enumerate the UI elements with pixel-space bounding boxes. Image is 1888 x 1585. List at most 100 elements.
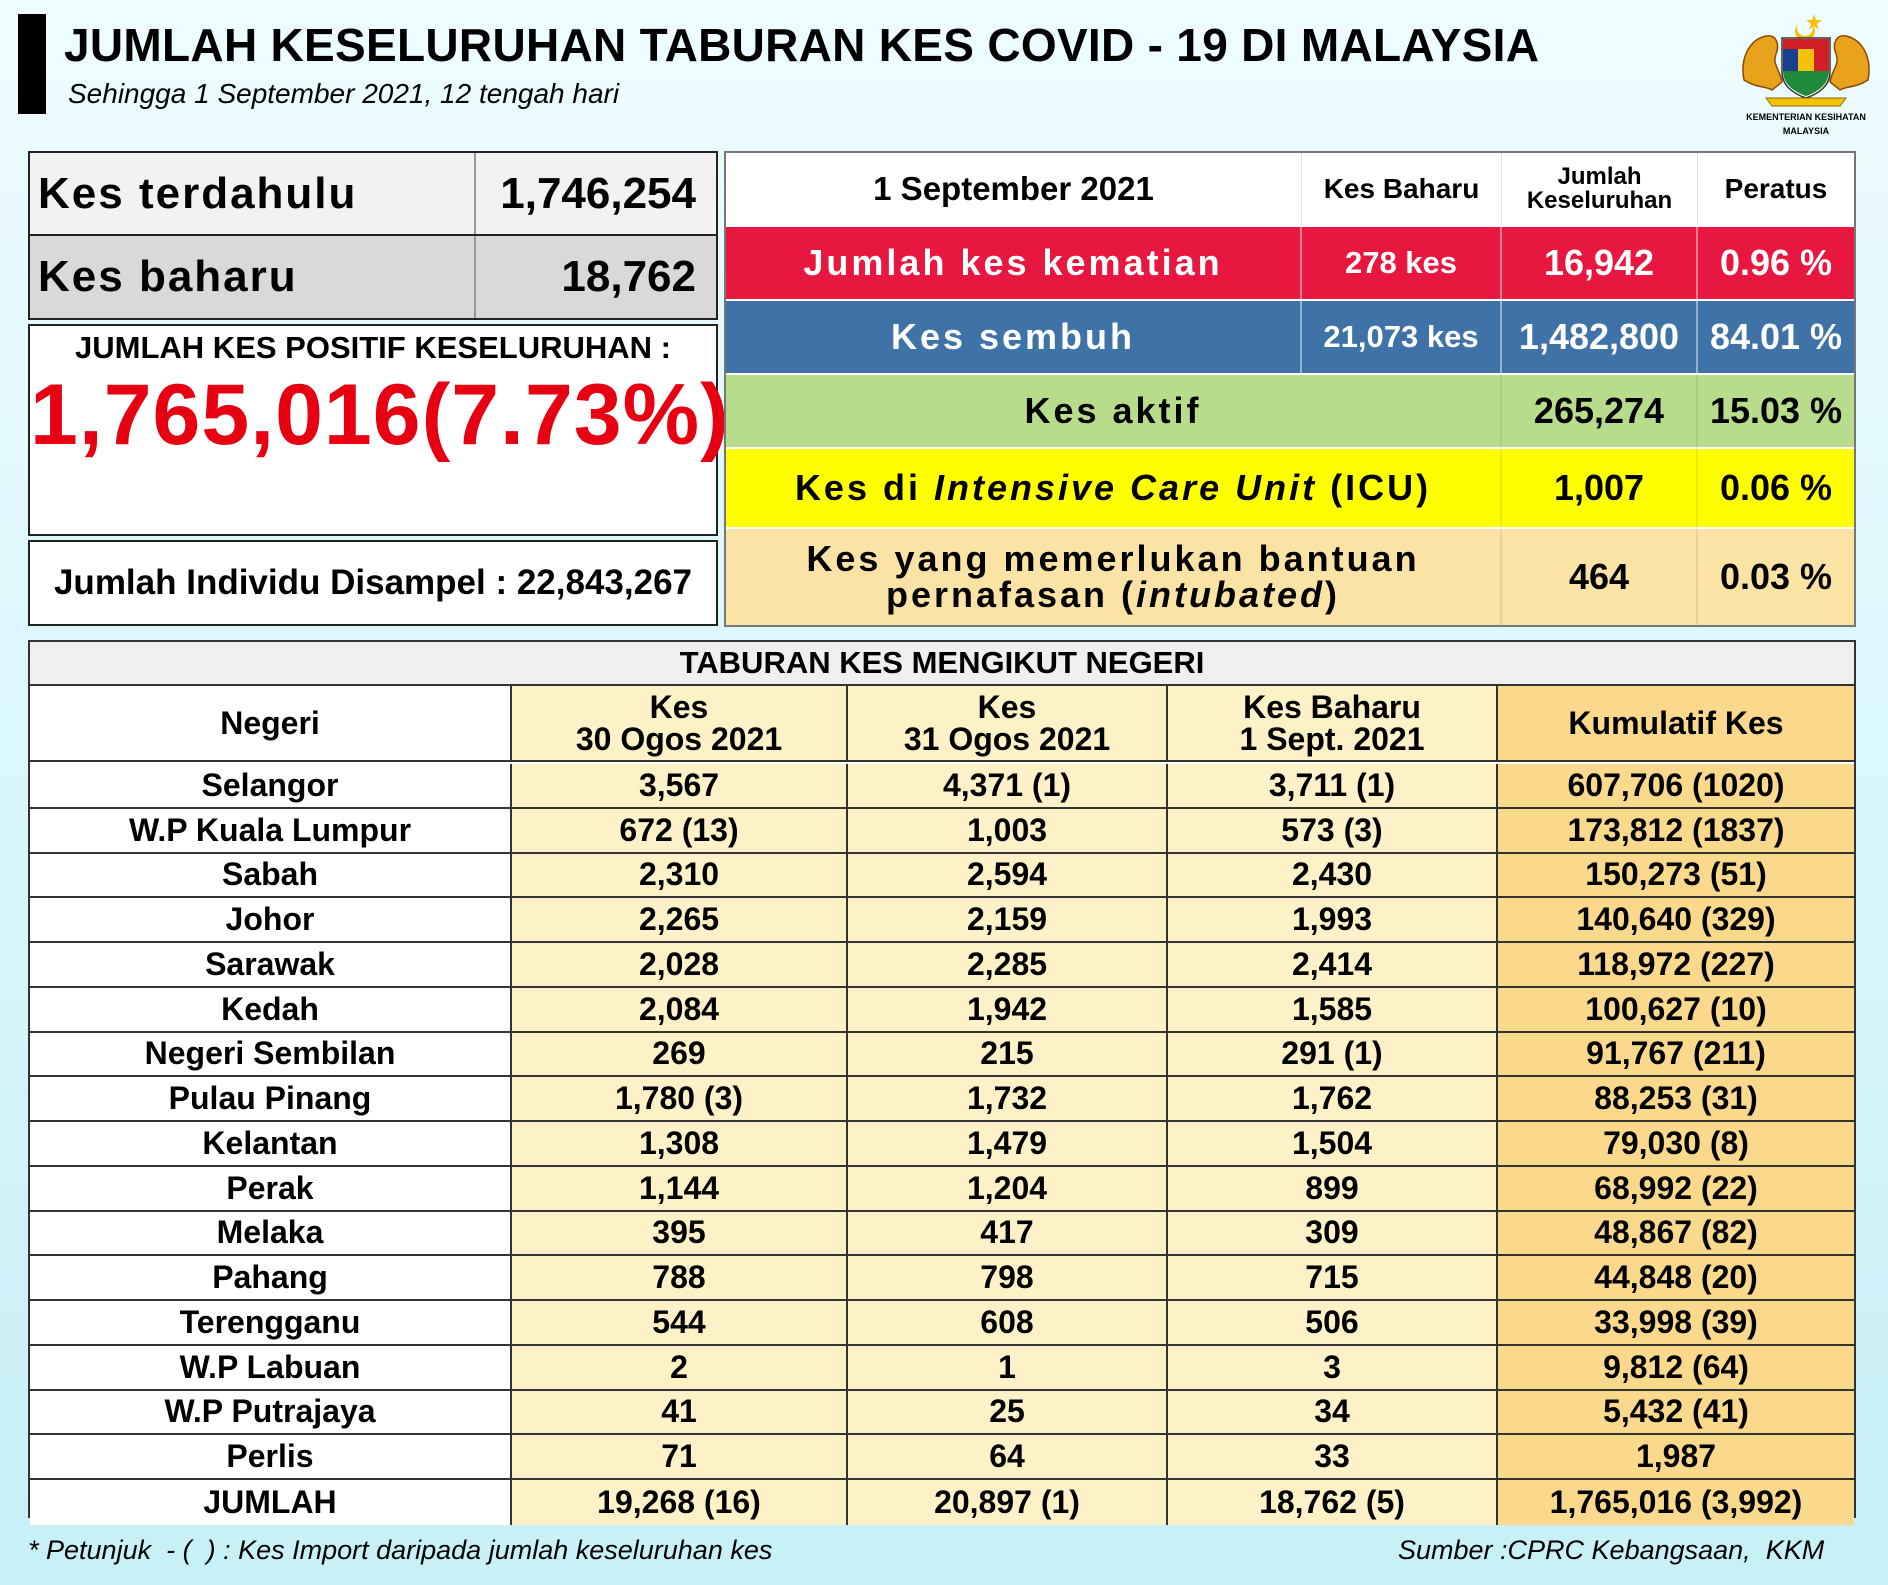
cases-30-ogos: 269 bbox=[512, 1032, 848, 1076]
cases-30-ogos: 544 bbox=[512, 1301, 848, 1344]
cases-cumulative: 68,992 (22) bbox=[1498, 1166, 1854, 1210]
state-name: Selangor bbox=[30, 764, 512, 807]
malaysia-coat-of-arms-icon bbox=[1742, 14, 1870, 107]
cases-1-sept: 2,414 bbox=[1168, 943, 1498, 986]
cases-30-ogos: 41 bbox=[512, 1390, 848, 1434]
ministry-name: KEMENTERIAN KESIHATAN MALAYSIA bbox=[1746, 112, 1866, 136]
cases-31-ogos: 798 bbox=[848, 1256, 1168, 1299]
cases-1-sept: 506 bbox=[1168, 1301, 1498, 1344]
table-row: W.P Labuan 2 1 3 9,812 (64) bbox=[30, 1345, 1854, 1391]
table-row: Sabah 2,310 2,594 2,430 150,273 (51) bbox=[30, 853, 1854, 899]
cases-cumulative: 150,273 (51) bbox=[1498, 853, 1854, 897]
cases-30-ogos: 2,084 bbox=[512, 987, 848, 1031]
cases-30-ogos: 395 bbox=[512, 1211, 848, 1255]
table-row: JUMLAH 19,268 (16) 20,897 (1) 18,762 (5) 1,7… bbox=[30, 1480, 1854, 1525]
cases-1-sept: 3 bbox=[1168, 1345, 1498, 1389]
intubated-total: 464 bbox=[1502, 529, 1698, 625]
col-1-sept: Kes Baharu 1 Sept. 2021 bbox=[1168, 686, 1498, 760]
cases-31-ogos: 20,897 (1) bbox=[848, 1480, 1168, 1525]
cases-30-ogos: 2,265 bbox=[512, 898, 848, 941]
table-row: W.P Putrajaya 41 25 34 5,432 (41) bbox=[30, 1390, 1854, 1436]
recovered-new: 21,073 kes bbox=[1302, 301, 1502, 373]
cases-30-ogos: 1,308 bbox=[512, 1122, 848, 1165]
table-row: Melaka 395 417 309 48,867 (82) bbox=[30, 1211, 1854, 1257]
kes-terdahulu-label: Kes terdahulu bbox=[30, 153, 476, 234]
cases-1-sept: 573 (3) bbox=[1168, 808, 1498, 852]
col-negeri: Negeri bbox=[30, 686, 512, 760]
summary-header-row: 1 September 2021 Kes Baharu Jumlah Kesel… bbox=[726, 153, 1854, 225]
deaths-percent: 0.96 % bbox=[1719, 242, 1833, 283]
table-row: Terengganu 544 608 506 33,998 (39) bbox=[30, 1301, 1854, 1346]
cases-30-ogos: 3,567 bbox=[512, 764, 848, 807]
table-row: Perlis 71 64 33 1,987 bbox=[30, 1435, 1854, 1480]
kes-baharu-value: 18,762 bbox=[561, 252, 696, 301]
kes-terdahulu-value: 1,746,254 bbox=[500, 168, 696, 218]
summary-col-jumlah: Jumlah Keseluruhan bbox=[1502, 153, 1698, 225]
state-name: Melaka bbox=[30, 1211, 512, 1255]
state-name: Johor bbox=[30, 898, 512, 941]
active-label: Kes aktif bbox=[726, 375, 1502, 447]
cases-1-sept: 1,762 bbox=[1168, 1077, 1498, 1120]
state-name: Pulau Pinang bbox=[30, 1077, 512, 1120]
cases-1-sept: 1,504 bbox=[1168, 1122, 1498, 1165]
table-row: Johor 2,265 2,159 1,993 140,640 (329) bbox=[30, 898, 1854, 943]
cases-1-sept: 309 bbox=[1168, 1211, 1498, 1255]
active-total: 265,274 bbox=[1502, 375, 1698, 447]
icu-label: Kes di Intensive Care Unit (ICU) bbox=[726, 449, 1502, 527]
cases-31-ogos: 1,479 bbox=[848, 1122, 1168, 1165]
recovered-percent: 84.01 % bbox=[1709, 316, 1843, 357]
state-distribution-table: TABURAN KES MENGIKUT NEGERI Negeri Kes 3… bbox=[28, 640, 1856, 1525]
state-name: Pahang bbox=[30, 1256, 512, 1299]
table-row: Sarawak 2,028 2,285 2,414 118,972 (227) bbox=[30, 943, 1854, 988]
cases-30-ogos: 2,028 bbox=[512, 943, 848, 986]
table-row: Pahang 788 798 715 44,848 (20) bbox=[30, 1256, 1854, 1301]
cases-cumulative: 79,030 (8) bbox=[1498, 1122, 1854, 1165]
cases-cumulative: 44,848 (20) bbox=[1498, 1256, 1854, 1299]
state-name: Terengganu bbox=[30, 1301, 512, 1344]
summary-row-icu: Kes di Intensive Care Unit (ICU) 1,007 0… bbox=[726, 449, 1854, 527]
cases-cumulative: 607,706 (1020) bbox=[1498, 764, 1854, 807]
state-name: Kedah bbox=[30, 987, 512, 1031]
cases-31-ogos: 1,003 bbox=[848, 808, 1168, 852]
cases-31-ogos: 1,942 bbox=[848, 987, 1168, 1031]
deaths-new: 278 kes bbox=[1302, 227, 1502, 299]
summary-row-recovered: Kes sembuh 21,073 kes 1,482,800 84.01 % bbox=[726, 301, 1854, 373]
table-row: Selangor 3,567 4,371 (1) 3,711 (1) 607,706 (… bbox=[30, 764, 1854, 809]
sampled-individuals: Jumlah Individu Disampel : 22,843,267 bbox=[28, 540, 718, 626]
deaths-label: Jumlah kes kematian bbox=[726, 227, 1302, 299]
table-row: W.P Kuala Lumpur 672 (13) 1,003 573 (3) 173,… bbox=[30, 808, 1854, 854]
state-table-title: TABURAN KES MENGIKUT NEGERI bbox=[30, 642, 1854, 686]
cases-cumulative: 48,867 (82) bbox=[1498, 1211, 1854, 1255]
cases-31-ogos: 2,285 bbox=[848, 943, 1168, 986]
cases-30-ogos: 71 bbox=[512, 1435, 848, 1478]
cases-cumulative: 9,812 (64) bbox=[1498, 1345, 1854, 1389]
table-row: Negeri Sembilan 269 215 291 (1) 91,767 (211) bbox=[30, 1032, 1854, 1078]
summary-row-active: Kes aktif 265,274 15.03 % bbox=[726, 375, 1854, 447]
cases-31-ogos: 215 bbox=[848, 1032, 1168, 1076]
state-name: Perlis bbox=[30, 1435, 512, 1478]
cases-31-ogos: 1 bbox=[848, 1345, 1168, 1389]
cases-cumulative: 1,765,016 (3,992) bbox=[1498, 1480, 1854, 1525]
summary-col-kes-baharu: Kes Baharu bbox=[1302, 153, 1502, 225]
cases-31-ogos: 25 bbox=[848, 1390, 1168, 1434]
kes-baharu-label: Kes baharu bbox=[30, 236, 476, 318]
recovered-total: 1,482,800 bbox=[1502, 301, 1698, 373]
footer-note: * Petunjuk - ( ) : Kes Import daripada j… bbox=[28, 1535, 773, 1565]
cases-31-ogos: 2,159 bbox=[848, 898, 1168, 941]
intubated-label: Kes yang memerlukan bantuan pernafasan (… bbox=[726, 529, 1502, 625]
summary-row-deaths: Jumlah kes kematian 278 kes 16,942 0.96 … bbox=[726, 227, 1854, 299]
table-row: Kelantan 1,308 1,479 1,504 79,030 (8) bbox=[30, 1122, 1854, 1167]
cases-31-ogos: 4,371 (1) bbox=[848, 764, 1168, 807]
cases-31-ogos: 608 bbox=[848, 1301, 1168, 1344]
state-name: W.P Labuan bbox=[30, 1345, 512, 1389]
recovered-label: Kes sembuh bbox=[726, 301, 1302, 373]
state-name: W.P Kuala Lumpur bbox=[30, 808, 512, 852]
icu-percent: 0.06 % bbox=[1719, 467, 1833, 508]
summary-row-intubated: Kes yang memerlukan bantuan pernafasan (… bbox=[726, 529, 1854, 625]
cases-31-ogos: 2,594 bbox=[848, 853, 1168, 897]
cases-30-ogos: 2,310 bbox=[512, 853, 848, 897]
summary-col-peratus: Peratus bbox=[1724, 173, 1828, 204]
table-row: Pulau Pinang 1,780 (3) 1,732 1,762 88,253 (3… bbox=[30, 1077, 1854, 1122]
total-positive-value: 1,765,016(7.73%) bbox=[30, 367, 730, 463]
kes-baharu-row: Kes baharu 18,762 bbox=[28, 236, 718, 320]
